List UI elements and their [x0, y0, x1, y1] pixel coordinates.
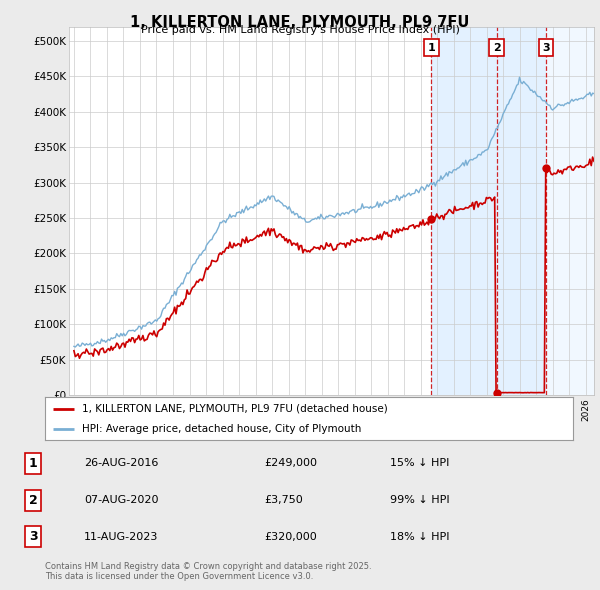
Text: 1, KILLERTON LANE, PLYMOUTH, PL9 7FU (detached house): 1, KILLERTON LANE, PLYMOUTH, PL9 7FU (de… — [82, 404, 388, 414]
Text: 3: 3 — [542, 43, 550, 53]
Text: 11-AUG-2023: 11-AUG-2023 — [84, 532, 158, 542]
Text: 1: 1 — [428, 43, 435, 53]
Text: 07-AUG-2020: 07-AUG-2020 — [84, 495, 158, 505]
Text: 2: 2 — [29, 493, 37, 507]
Bar — [546, 27, 594, 395]
Text: Price paid vs. HM Land Registry's House Price Index (HPI): Price paid vs. HM Land Registry's House … — [140, 25, 460, 35]
Text: £3,750: £3,750 — [264, 495, 303, 505]
Text: Contains HM Land Registry data © Crown copyright and database right 2025.
This d: Contains HM Land Registry data © Crown c… — [45, 562, 371, 581]
Text: 15% ↓ HPI: 15% ↓ HPI — [390, 458, 449, 468]
Text: 99% ↓ HPI: 99% ↓ HPI — [390, 495, 449, 505]
Text: £249,000: £249,000 — [264, 458, 317, 468]
Text: £320,000: £320,000 — [264, 532, 317, 542]
Text: 1: 1 — [29, 457, 37, 470]
Text: 26-AUG-2016: 26-AUG-2016 — [84, 458, 158, 468]
Bar — [497, 27, 546, 395]
Text: 2: 2 — [493, 43, 500, 53]
Text: HPI: Average price, detached house, City of Plymouth: HPI: Average price, detached house, City… — [82, 424, 361, 434]
Text: 3: 3 — [29, 530, 37, 543]
Text: 18% ↓ HPI: 18% ↓ HPI — [390, 532, 449, 542]
Bar — [431, 27, 497, 395]
Text: 1, KILLERTON LANE, PLYMOUTH, PL9 7FU: 1, KILLERTON LANE, PLYMOUTH, PL9 7FU — [130, 15, 470, 30]
